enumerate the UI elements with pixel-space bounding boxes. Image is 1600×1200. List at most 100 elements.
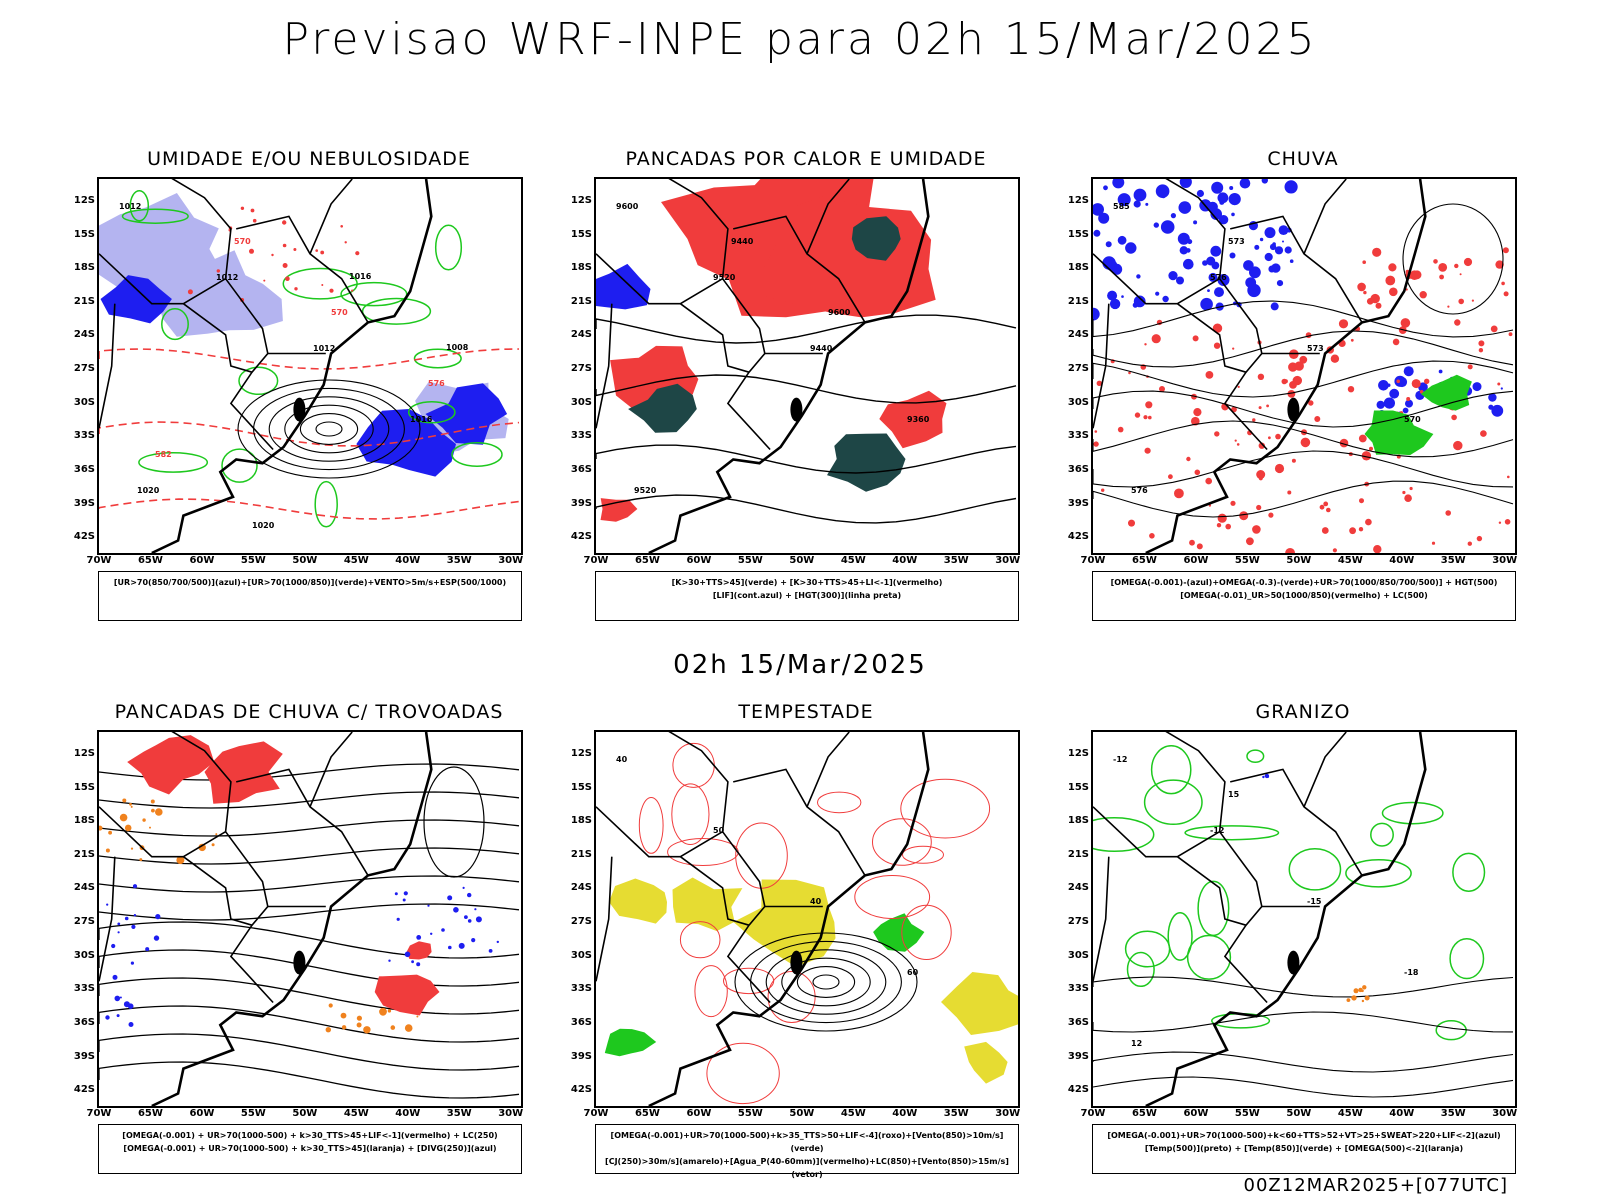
forecast-map: 40 50 40 60: [594, 730, 1020, 1108]
temp850-contour-green: [1345, 858, 1412, 888]
convective-area-orange: [198, 843, 206, 852]
rain-area-red: [1438, 263, 1448, 272]
rain-area-red: [1252, 418, 1256, 422]
streamline-250: [423, 766, 485, 878]
omega-area-blue: [1500, 387, 1503, 390]
wind-vector-vortex: [765, 949, 887, 1015]
omega-area-blue: [1231, 212, 1235, 217]
lat-tick-label: 30S: [1067, 396, 1089, 408]
omega-area-blue: [1183, 258, 1194, 270]
map-canvas: 1012 1012 1012 1016 1020 570 570 576 582 1020 1016…: [99, 179, 520, 553]
thickness-label-mark: [351, 289, 354, 292]
country-border: [1218, 831, 1268, 1004]
omega-area-blue: [1387, 383, 1391, 387]
omega-area-blue: [1105, 241, 1112, 248]
omega-area-blue: [1278, 225, 1289, 235]
omega-area-blue: [1103, 185, 1108, 191]
country-border: [721, 831, 771, 1004]
country-border: [1303, 179, 1347, 255]
thickness-label-mark: [240, 206, 245, 210]
omega-area-blue: [1170, 213, 1176, 219]
rain-area-red: [1268, 512, 1274, 518]
rain-area-red: [1338, 319, 1349, 329]
omega-area-blue: [1376, 400, 1385, 409]
thunderstorm-area-red: [406, 941, 432, 960]
contour-label: 1012: [313, 344, 335, 353]
country-border: [309, 732, 353, 808]
lon-tick-label: 70W: [1080, 1108, 1106, 1119]
streamline-250: [99, 819, 520, 837]
thickness-label-mark: [249, 248, 254, 254]
lat-tick-label: 36S: [570, 463, 592, 475]
thickness-label-mark: [329, 288, 334, 293]
map-canvas: 40 50 40 60: [596, 732, 1018, 1106]
convective-area-orange: [155, 808, 163, 816]
omega-area-blue: [1438, 369, 1443, 374]
convective-area-orange: [119, 813, 128, 822]
panel-title: GRANIZO: [1255, 701, 1351, 723]
divergence-area-blue: [467, 919, 472, 923]
lat-tick-label: 39S: [1067, 1050, 1089, 1062]
rain-area-red: [1191, 416, 1200, 426]
contour-label: 576: [1131, 486, 1148, 495]
omega-area-blue: [1243, 260, 1254, 271]
streamline-250: [99, 903, 520, 921]
rain-area-red: [1257, 373, 1265, 380]
rain-area-red: [1268, 436, 1271, 440]
convective-area-orange: [416, 1015, 419, 1018]
rain-area-red: [1189, 539, 1195, 546]
lat-tick-label: 12S: [73, 747, 95, 759]
hgt500-contour: [1093, 420, 1514, 458]
thickness-label-mark: [282, 263, 288, 268]
rain-area-red: [1236, 443, 1240, 446]
rain-area-red: [1225, 523, 1231, 530]
rain-area-red: [1497, 382, 1501, 386]
rain-area-red: [1216, 523, 1222, 528]
divergence-area-blue: [458, 942, 465, 949]
convective-area-darkgreen: [827, 433, 906, 492]
omega-area-blue: [1239, 179, 1251, 189]
lon-tick-label: 50W: [789, 555, 815, 566]
rain-area-red: [1375, 302, 1382, 309]
thickness-label-mark: [315, 249, 318, 252]
lat-tick-label: 18S: [570, 262, 592, 274]
rain-area-red: [1365, 518, 1372, 526]
rain-area-red: [1205, 371, 1214, 379]
panel-legend: [OMEGA(-0.001)+UR>70(1000-500)+k>35_TTS>…: [595, 1124, 1019, 1179]
convective-area-orange: [379, 1007, 387, 1016]
map-layer: 1012 1012 1012 1016 1020 570 570 576 582 1020 1016…: [99, 179, 520, 553]
temp850-contour-green: [1370, 822, 1394, 847]
omega-area-blue: [1289, 259, 1294, 263]
lagoa-dos-patos: [790, 397, 803, 422]
omega-area-blue: [1093, 203, 1104, 216]
rain-area-red: [1287, 390, 1296, 398]
map-canvas: 585 576 573 570 576 573: [1093, 179, 1514, 553]
divergence-area-blue: [447, 895, 453, 901]
rain-area-red: [1143, 415, 1148, 420]
rain-area-red: [1213, 342, 1221, 349]
streamline-250: [99, 791, 520, 809]
legend-line: [OMEGA(-0.001) + UR>70(1000-500) + k>30_…: [123, 1144, 497, 1153]
convective-area-orange: [149, 826, 151, 829]
convective-area-orange: [356, 1022, 362, 1028]
rain-area-red: [1256, 470, 1266, 479]
rain-area-red: [1451, 414, 1457, 421]
omega-area-blue: [1228, 193, 1241, 206]
map-layer: 9600 9520 9440 9360 9520 9440 9600: [596, 179, 1017, 553]
rain-area-red: [1471, 299, 1474, 302]
lat-tick-label: 27S: [1067, 916, 1089, 928]
lon-tick-label: 65W: [137, 1108, 163, 1119]
thickness-label-mark: [340, 225, 343, 228]
pressure-isobar: [268, 396, 390, 462]
lagoa-dos-patos: [790, 950, 803, 975]
rain-area-red: [1396, 379, 1400, 384]
rain-area-red: [1362, 260, 1366, 264]
humidity-contour-green: [434, 224, 463, 271]
lon-tick-label: 35W: [446, 1108, 472, 1119]
rain-area-red: [1421, 292, 1427, 298]
lat-tick-label: 21S: [1067, 848, 1089, 860]
lon-tick-label: 45W: [840, 555, 866, 566]
contour-label: 60: [907, 968, 919, 977]
humidity-contour-green: [451, 442, 503, 467]
pressure-isobar: [315, 421, 343, 437]
